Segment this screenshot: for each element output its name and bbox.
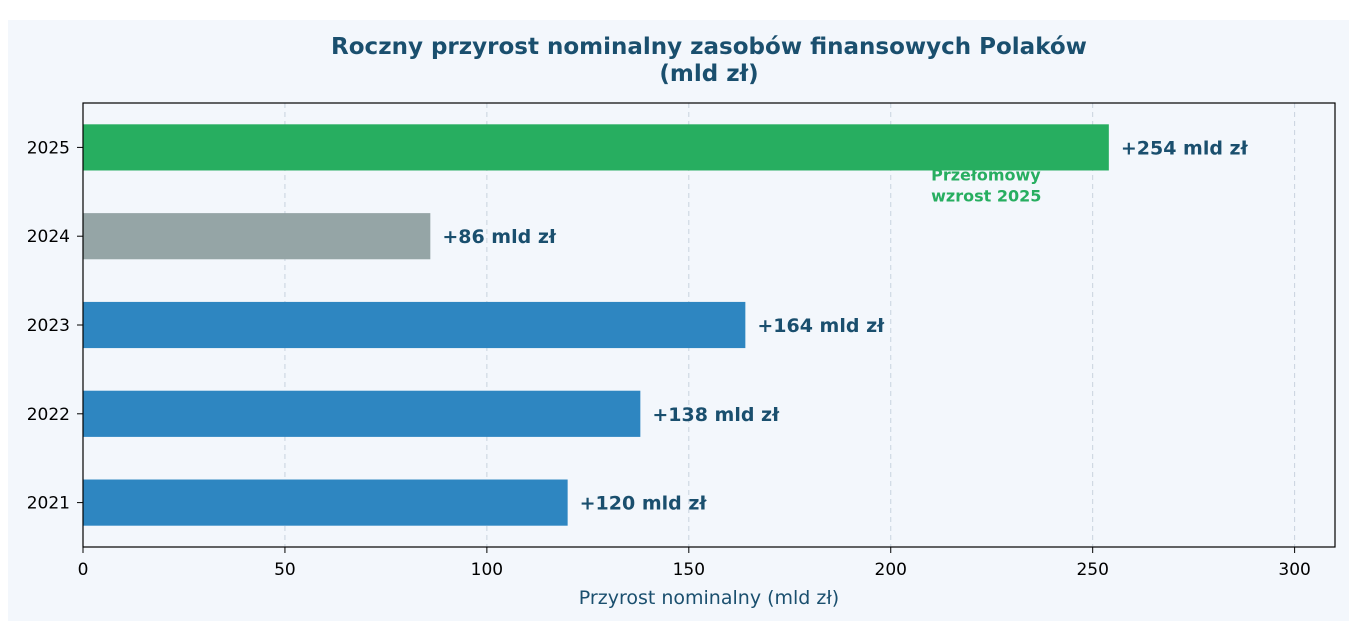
annotation-line-1: Przełomowy bbox=[931, 165, 1041, 184]
y-tick-label-2025: 2025 bbox=[27, 138, 70, 158]
grid-lines bbox=[284, 103, 1296, 547]
y-tick-label-2022: 2022 bbox=[27, 405, 70, 425]
x-tick-label-0: 0 bbox=[78, 560, 89, 580]
value-label-2022: +138 mld zł bbox=[652, 404, 780, 426]
bar-2022 bbox=[83, 390, 641, 437]
x-tick-label-300: 300 bbox=[1278, 560, 1310, 580]
x-tick-label-150: 150 bbox=[673, 560, 705, 580]
value-label-2025: +254 mld zł bbox=[1121, 137, 1249, 159]
bar-2023 bbox=[83, 301, 746, 349]
y-tick-label-2023: 2023 bbox=[27, 316, 70, 336]
y-tick-label-2021: 2021 bbox=[27, 494, 70, 514]
annotation: Przełomowy wzrost 2025 bbox=[931, 165, 1041, 205]
bar-2024 bbox=[83, 213, 431, 260]
bar-chart: Roczny przyrost nominalny zasobów finans… bbox=[27, 34, 1336, 609]
chart-figure: Roczny przyrost nominalny zasobów finans… bbox=[8, 20, 1349, 621]
x-tick-label-50: 50 bbox=[274, 560, 296, 580]
value-labels: +120 mld zł +138 mld zł +164 mld zł +86 mld… bbox=[442, 137, 1248, 514]
x-tick-label-100: 100 bbox=[471, 560, 503, 580]
x-tick-label-250: 250 bbox=[1076, 560, 1108, 580]
value-label-2023: +164 mld zł bbox=[757, 315, 885, 337]
value-label-2021: +120 mld zł bbox=[580, 493, 708, 515]
bar-2025 bbox=[83, 124, 1109, 171]
y-tick-label-2024: 2024 bbox=[27, 227, 70, 247]
chart-title-unit: (mld zł) bbox=[659, 61, 758, 87]
bars bbox=[83, 124, 1109, 526]
x-tick-label-200: 200 bbox=[875, 560, 907, 580]
value-label-2024: +86 mld zł bbox=[442, 226, 557, 248]
bar-2021 bbox=[83, 479, 568, 526]
chart-title: Roczny przyrost nominalny zasobów finans… bbox=[331, 34, 1087, 60]
y-axis-ticks: 2021 2022 2023 2024 2025 bbox=[27, 138, 83, 514]
annotation-line-2: wzrost 2025 bbox=[931, 186, 1041, 205]
x-axis-ticks: 0 50 100 150 200 250 300 bbox=[78, 547, 1311, 580]
x-axis-label: Przyrost nominalny (mld zł) bbox=[579, 587, 839, 609]
